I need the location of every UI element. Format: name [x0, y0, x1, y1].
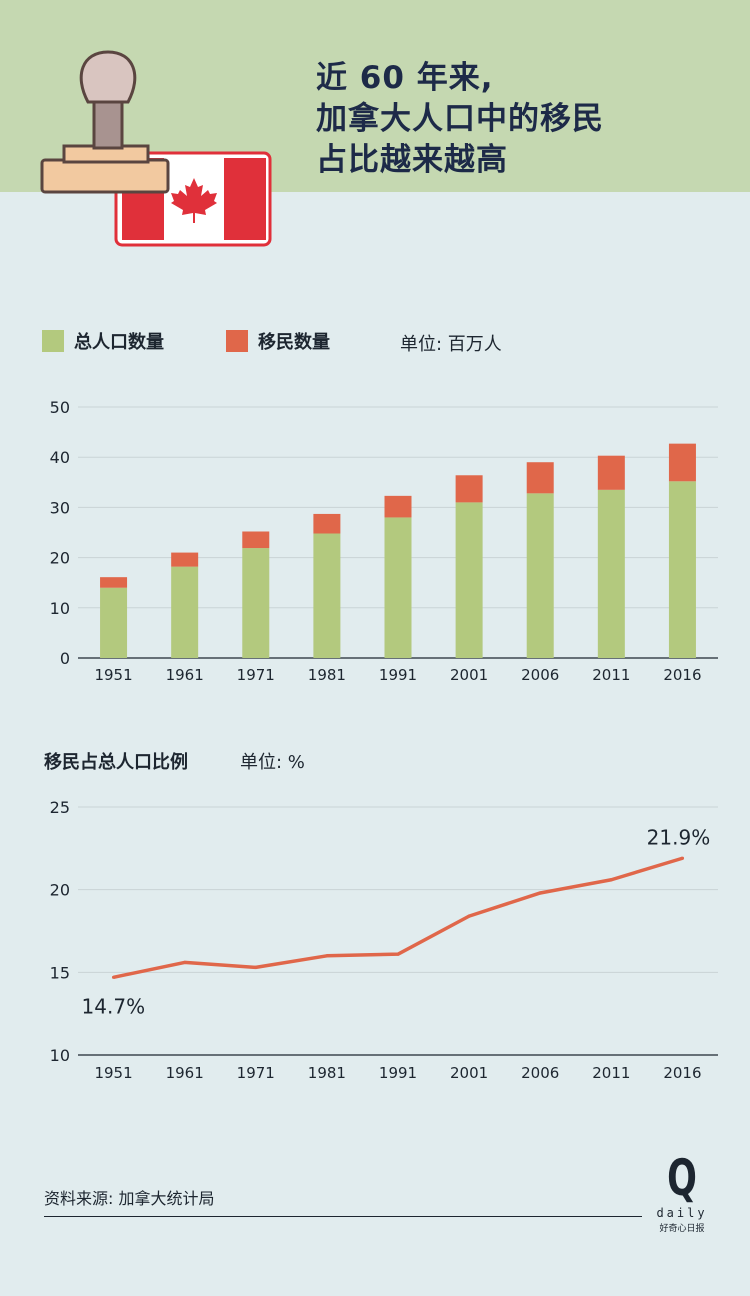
y-tick-label: 30 [50, 498, 70, 517]
data-label: 21.9% [647, 825, 711, 849]
x-tick-label: 1991 [379, 1064, 417, 1082]
y-tick-label: 40 [50, 448, 70, 467]
stamp-handle [79, 50, 137, 104]
bar-immigrant [384, 495, 412, 518]
y-tick-label: 10 [50, 1046, 70, 1065]
bar-total [668, 481, 696, 658]
bar-total [242, 548, 270, 658]
bar-immigrant [100, 577, 128, 588]
x-tick-label: 1981 [308, 666, 346, 684]
stamp-base [40, 158, 170, 194]
y-tick-label: 15 [50, 963, 70, 982]
bar-total [171, 566, 199, 658]
x-tick-label: 1961 [166, 1064, 204, 1082]
x-tick-label: 1981 [308, 1064, 346, 1082]
bar-total [526, 493, 554, 658]
bar-immigrant [597, 455, 625, 490]
bar-total [313, 533, 341, 658]
data-point [254, 965, 258, 969]
x-tick-label: 1971 [237, 666, 275, 684]
legend-label-immigrant: 移民数量 [258, 332, 330, 353]
bar-immigrant [171, 552, 199, 567]
x-tick-label: 1971 [237, 1064, 275, 1082]
maple-leaf-icon [171, 178, 217, 223]
x-tick-label: 2016 [663, 666, 701, 684]
series-line [113, 856, 683, 980]
legend-swatch-immigrant [226, 330, 248, 352]
x-tick-label: 2016 [663, 1064, 701, 1082]
page-title-line-1: 近 60 年来, [316, 60, 494, 96]
legend-swatch-total [42, 330, 64, 352]
y-tick-label: 20 [50, 881, 70, 900]
legend-item-immigrant: 移民数量 [226, 330, 330, 353]
bar-unit-label: 单位: 百万人 [400, 334, 502, 355]
legend-label-total: 总人口数量 [74, 332, 164, 353]
x-tick-label: 2011 [592, 666, 630, 684]
x-tick-label: 2001 [450, 1064, 488, 1082]
y-tick-label: 0 [60, 649, 70, 668]
data-point [183, 960, 187, 965]
x-tick-label: 2006 [521, 1064, 559, 1082]
x-tick-label: 1951 [94, 666, 132, 684]
bar-immigrant [242, 531, 270, 549]
data-point [538, 891, 542, 895]
data-point [396, 952, 400, 956]
data-label: 14.7% [82, 994, 146, 1018]
bar-immigrant [668, 443, 696, 482]
population-bar-chart: 0 10 20 30 40 50 1951 1961 1971 1981 1991 2001 2006 2… [50, 398, 718, 684]
immigrant-share-line-chart: 10 15 20 25 1951 1961 1971 1981 1991 2001 2006 2011… [50, 798, 718, 1082]
logo-mark: Q [667, 1149, 697, 1207]
data-point [467, 914, 471, 918]
bar-immigrant [526, 462, 554, 494]
data-point [609, 878, 613, 882]
page-title-line-3: 占比越来越高 [316, 142, 508, 178]
x-tick-label: 1991 [379, 666, 417, 684]
x-tick-label: 2011 [592, 1064, 630, 1082]
data-point [111, 975, 116, 979]
x-tick-label: 1961 [166, 666, 204, 684]
line-chart-title: 移民占总人口比例 [44, 752, 188, 773]
logo-tagline: 好奇心日报 [659, 1224, 705, 1234]
data-point [325, 954, 329, 958]
bar-total [597, 489, 625, 658]
y-tick-label: 10 [50, 599, 70, 618]
y-tick-label: 50 [50, 398, 70, 417]
y-tick-label: 20 [50, 549, 70, 568]
flag-right-band [224, 158, 266, 240]
x-tick-label: 1951 [94, 1064, 132, 1082]
x-tick-label: 2006 [521, 666, 559, 684]
legend-item-total: 总人口数量 [42, 330, 164, 353]
line-unit-label: 单位: % [240, 752, 305, 773]
source-divider [44, 1216, 642, 1217]
bar-total [455, 502, 483, 658]
page-title-line-2: 加拿大人口中的移民 [316, 101, 604, 137]
bar-total [100, 587, 128, 658]
stamp-neck [92, 98, 124, 150]
data-point [680, 856, 685, 860]
qdaily-logo: Q daily 好奇心日报 [650, 1152, 714, 1242]
bar-total [384, 517, 412, 658]
y-tick-label: 25 [50, 798, 70, 817]
logo-word: daily [656, 1206, 708, 1220]
bar-immigrant [313, 513, 341, 534]
source-note: 资料来源: 加拿大统计局 [44, 1189, 215, 1208]
canada-flag-stamp-illustration [40, 50, 272, 247]
x-tick-label: 2001 [450, 666, 488, 684]
bar-immigrant [455, 475, 483, 503]
